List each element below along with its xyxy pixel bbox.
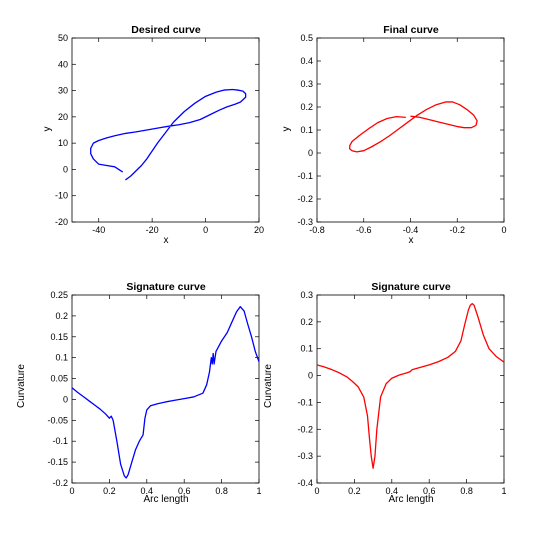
subplot-signature-red-title: Signature curve [371, 281, 451, 293]
y-tick-label: -0.1 [297, 171, 313, 181]
subplot-signature-red-ylabel: Curvature [263, 364, 274, 408]
subplot-signature-blue-ylabel: Curvature [16, 364, 27, 408]
x-tick-label: 0.6 [423, 486, 436, 496]
y-tick-label: 0.1 [300, 344, 313, 354]
x-tick-label: -0.8 [309, 225, 325, 235]
y-tick-label: -0.2 [52, 478, 68, 488]
y-tick-label: 0.5 [300, 33, 313, 43]
x-tick-label: 0.8 [215, 486, 228, 496]
y-tick-label: 20 [58, 112, 68, 122]
x-tick-label: 0 [314, 486, 319, 496]
y-tick-label: 0.1 [55, 353, 68, 363]
x-tick-label: -40 [92, 225, 105, 235]
axes-frame-3 [316, 294, 505, 484]
y-tick-label: 50 [58, 33, 68, 43]
x-tick-label: -20 [146, 225, 159, 235]
x-tick-label: 1 [256, 486, 261, 496]
axes-frame-0 [71, 37, 260, 223]
y-tick-label: 0.2 [300, 102, 313, 112]
y-tick-label: -0.2 [297, 194, 313, 204]
y-tick-label: -0.2 [297, 424, 313, 434]
x-tick-label: 0.4 [141, 486, 154, 496]
subplot-desired-curve-ylabel: y [42, 127, 53, 132]
y-tick-label: 0.2 [300, 317, 313, 327]
y-tick-label: -0.1 [52, 436, 68, 446]
subplot-desired-curve-title: Desired curve [131, 24, 201, 36]
subplot-desired-curve-xlabel: x [164, 235, 169, 246]
subplot-signature-curve-blue: Signature curve Arc length Curvature [16, 281, 206, 505]
subplot-signature-curve-red: Signature curve Arc length Curvature [263, 281, 451, 505]
y-tick-label: 0 [63, 164, 68, 174]
x-tick-label: 0.8 [460, 486, 473, 496]
y-tick-label: -0.3 [297, 451, 313, 461]
y-tick-label: 0.25 [50, 290, 68, 300]
y-tick-label: 0.1 [300, 125, 313, 135]
series-line-0 [90, 88, 247, 181]
series-line-3 [316, 302, 505, 469]
subplot-desired-curve: Desired curve x y [42, 24, 201, 246]
y-tick-label: -0.1 [297, 397, 313, 407]
x-tick-label: 20 [254, 225, 264, 235]
axes-frame-2 [71, 294, 260, 484]
y-tick-label: 0.3 [300, 79, 313, 89]
x-tick-label: 0 [501, 225, 506, 235]
y-tick-label: 0.3 [300, 290, 313, 300]
x-tick-label: 0.2 [348, 486, 361, 496]
y-tick-label: -20 [55, 217, 68, 227]
y-tick-label: 40 [58, 59, 68, 69]
axes-frame-1 [316, 37, 505, 223]
x-tick-label: 0.4 [386, 486, 399, 496]
y-tick-label: 0.4 [300, 56, 313, 66]
x-tick-label: -0.2 [449, 225, 465, 235]
subplot-signature-blue-title: Signature curve [126, 281, 206, 293]
x-tick-label: 0 [69, 486, 74, 496]
y-tick-label: 10 [58, 138, 68, 148]
subplot-signature-blue-xlabel: Arc length [143, 494, 188, 505]
y-tick-label: 0.05 [50, 374, 68, 384]
series-line-2 [71, 306, 260, 479]
y-tick-label: 0 [63, 394, 68, 404]
y-tick-label: -0.05 [47, 415, 68, 425]
subplot-final-curve: Final curve x y [281, 24, 439, 246]
x-tick-label: -0.6 [356, 225, 372, 235]
y-tick-label: 30 [58, 86, 68, 96]
x-tick-label: 0.2 [103, 486, 116, 496]
y-tick-label: 0 [308, 148, 313, 158]
series-line-1 [349, 101, 478, 153]
x-tick-label: 1 [501, 486, 506, 496]
subplot-final-curve-xlabel: x [409, 235, 414, 246]
y-tick-label: -10 [55, 191, 68, 201]
y-tick-label: 0.15 [50, 332, 68, 342]
subplot-signature-red-xlabel: Arc length [388, 494, 433, 505]
subplot-final-curve-ylabel: y [281, 127, 292, 132]
y-tick-label: -0.15 [47, 457, 68, 467]
subplot-final-curve-title: Final curve [383, 24, 439, 36]
x-tick-label: -0.4 [403, 225, 419, 235]
y-tick-label: 0 [308, 371, 313, 381]
y-tick-label: -0.4 [297, 478, 313, 488]
x-tick-label: 0.6 [178, 486, 191, 496]
y-tick-label: -0.3 [297, 217, 313, 227]
y-tick-label: 0.2 [55, 311, 68, 321]
x-tick-label: 0 [203, 225, 208, 235]
